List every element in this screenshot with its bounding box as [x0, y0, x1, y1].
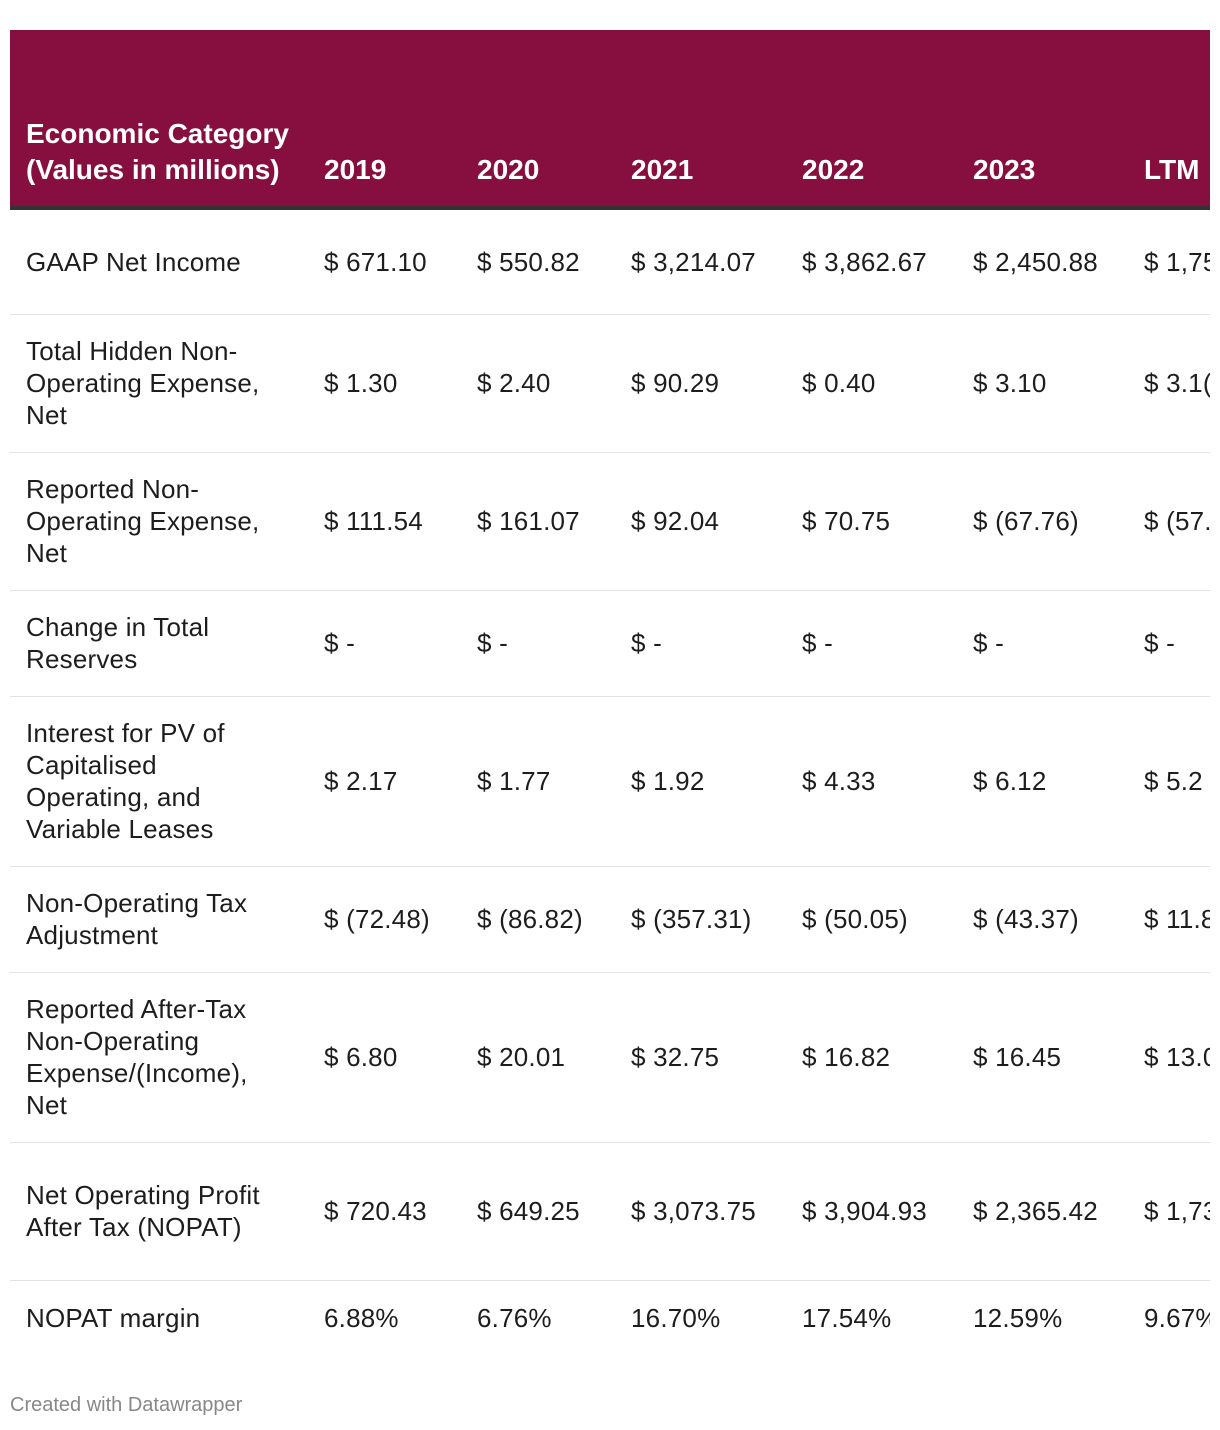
economic-data-table: Economic Category (Values in millions) 20… — [10, 30, 1210, 1356]
column-header-2020[interactable]: 2020 — [461, 30, 615, 210]
column-header-2021[interactable]: 2021 — [615, 30, 786, 210]
table-cell: $ 3,862.67 — [786, 208, 957, 315]
row-label: Reported Non-Operating Expense, Net — [10, 452, 308, 591]
table-cell: $ 90.29 — [615, 314, 786, 453]
table-cell: $ 1,754 — [1128, 208, 1210, 315]
row-label: Total Hidden Non-Operating Expense, Net — [10, 314, 308, 453]
table-cell: $ 11.8 — [1128, 866, 1210, 973]
table-cell: $ - — [615, 590, 786, 697]
table-cell: $ 111.54 — [308, 452, 461, 591]
table-cell: 6.88% — [324, 1303, 399, 1334]
table-row: Reported Non-Operating Expense, Net $ 111… — [10, 452, 1210, 591]
table-cell: $ (50.05) — [786, 866, 957, 973]
table-cell: $ (72.48) — [308, 866, 461, 973]
table-cell: $ - — [786, 590, 957, 697]
table-row: Net Operating Profit After Tax (NOPAT) $ … — [10, 1142, 1210, 1281]
table-cell: $ - — [957, 590, 1128, 697]
data-table-container: Economic Category (Values in millions) 20… — [10, 30, 1210, 1356]
table-cell: 16.70% — [631, 1303, 721, 1334]
table-row: Change in Total Reserves $ - $ - $ - $ - $ - $… — [10, 590, 1210, 697]
table-cell: $ 0.40 — [786, 314, 957, 453]
table-cell: $ - — [461, 590, 615, 697]
table-header: Economic Category (Values in millions) 20… — [10, 30, 1210, 210]
table-cell: $ 3,214.07 — [615, 208, 786, 315]
footer-credit: Created with Datawrapper — [10, 1394, 243, 1416]
table-cell: $ 4.33 — [786, 696, 957, 867]
table-cell: $ (357.31) — [615, 866, 786, 973]
table-cell: $ - — [1128, 590, 1210, 697]
table-cell: $ 32.75 — [615, 972, 786, 1143]
column-header-2022[interactable]: 2022 — [786, 30, 957, 210]
table-cell: $ 5.2 — [1128, 696, 1210, 867]
table-cell: $ 1.92 — [615, 696, 786, 867]
table-row: Non-Operating Tax Adjustment $ (72.48) $ (… — [10, 866, 1210, 973]
table-cell: $ 2,450.88 — [957, 208, 1128, 315]
table-cell: $ 3.10 — [957, 314, 1128, 453]
table-cell: $ (67.76) — [957, 452, 1128, 591]
table-cell: $ 161.07 — [461, 452, 615, 591]
table-cell: $ 6.80 — [308, 972, 461, 1143]
table-cell: $ 6.12 — [957, 696, 1128, 867]
table-cell: $ 720.43 — [308, 1142, 461, 1281]
table-row: Reported After-Tax Non-Operating Expense… — [10, 972, 1210, 1143]
table-cell: 12.59% — [973, 1303, 1063, 1334]
table-cell: $ (57.0 — [1128, 452, 1210, 591]
table-cell: $ 1,730 — [1128, 1142, 1210, 1281]
table-cell: $ 3.1( — [1128, 314, 1210, 453]
table-cell: $ 70.75 — [786, 452, 957, 591]
row-label: NOPAT margin — [26, 1303, 201, 1334]
table-cell: $ 3,073.75 — [615, 1142, 786, 1281]
column-header-2019[interactable]: 2019 — [308, 30, 461, 210]
table-cell: $ 1.77 — [461, 696, 615, 867]
table-cell: $ 92.04 — [615, 452, 786, 591]
row-label: GAAP Net Income — [10, 208, 308, 315]
table-cell: $ 671.10 — [308, 208, 461, 315]
table-cell: $ 649.25 — [461, 1142, 615, 1281]
table-row: GAAP Net Income $ 671.10 $ 550.82 $ 3,214.0… — [10, 208, 1210, 315]
column-header-ltm[interactable]: LTM — [1128, 30, 1210, 210]
row-label: Change in Total Reserves — [10, 590, 308, 697]
table-cell: $ (86.82) — [461, 866, 615, 973]
row-label: Non-Operating Tax Adjustment — [10, 866, 308, 973]
column-header-category[interactable]: Economic Category (Values in millions) — [10, 30, 308, 210]
table-cell: $ 2,365.42 — [957, 1142, 1128, 1281]
table-cell: $ 13.0 — [1128, 972, 1210, 1143]
table-body: GAAP Net Income $ 671.10 $ 550.82 $ 3,214.0… — [10, 208, 1210, 1356]
table-cell: 17.54% — [802, 1303, 892, 1334]
table-row: Interest for PV of Capitalised Operating… — [10, 696, 1210, 867]
row-label: Reported After-Tax Non-Operating Expense… — [10, 972, 308, 1143]
table-cell: $ 20.01 — [461, 972, 615, 1143]
table-cell: $ 2.17 — [308, 696, 461, 867]
table-row: NOPAT margin 6.88% 6.76% 16.70% 17.54% 12.59%… — [10, 1280, 1210, 1356]
table-cell: $ 1.30 — [308, 314, 461, 453]
table-cell: 9.67% — [1144, 1303, 1210, 1334]
table-cell: $ 16.82 — [786, 972, 957, 1143]
table-cell: $ (43.37) — [957, 866, 1128, 973]
table-row: Total Hidden Non-Operating Expense, Net $… — [10, 314, 1210, 453]
row-label: Net Operating Profit After Tax (NOPAT) — [10, 1142, 308, 1281]
table-cell: $ 2.40 — [461, 314, 615, 453]
header-row: Economic Category (Values in millions) 20… — [10, 30, 1210, 210]
row-label: Interest for PV of Capitalised Operating… — [10, 696, 308, 867]
table-cell: $ 16.45 — [957, 972, 1128, 1143]
table-cell: $ 550.82 — [461, 208, 615, 315]
table-cell: $ 3,904.93 — [786, 1142, 957, 1281]
table-cell: $ - — [308, 590, 461, 697]
table-cell: 6.76% — [477, 1303, 552, 1334]
column-header-2023[interactable]: 2023 — [957, 30, 1128, 210]
